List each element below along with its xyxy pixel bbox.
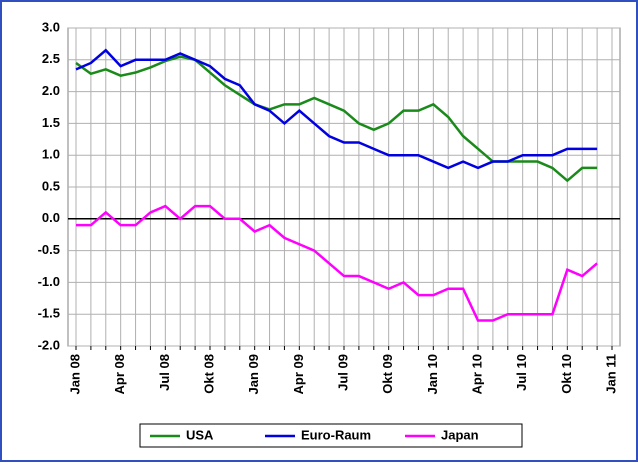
x-tick-label: Jul 10: [514, 354, 529, 391]
x-tick-label: Okt 10: [559, 354, 574, 394]
x-tick-label: Jan 08: [67, 354, 82, 394]
legend-label: Japan: [441, 427, 479, 442]
x-tick-label: Jan 10: [425, 354, 440, 394]
x-tick-label: Jan 11: [603, 354, 618, 394]
y-tick-label: 0.5: [42, 178, 60, 193]
y-tick-label: -0.5: [38, 242, 60, 257]
x-tick-label: Jan 09: [246, 354, 261, 394]
y-tick-label: 1.5: [42, 115, 60, 130]
y-tick-label: 1.0: [42, 147, 60, 162]
x-tick-label: Jul 09: [335, 354, 350, 391]
legend-label: USA: [186, 427, 214, 442]
y-tick-label: 2.5: [42, 51, 60, 66]
legend-label: Euro-Raum: [301, 427, 371, 442]
x-tick-label: Apr 09: [291, 354, 306, 394]
x-tick-label: Okt 08: [201, 354, 216, 394]
y-tick-label: 2.0: [42, 83, 60, 98]
legend-box: [139, 423, 523, 448]
x-tick-label: Apr 10: [469, 354, 484, 394]
series-line: [75, 48, 598, 170]
y-tick-label: 0.0: [42, 210, 60, 225]
x-tick-label: Jul 08: [157, 354, 172, 391]
y-tick-label: -1.0: [38, 274, 60, 289]
x-tick-label: Apr 08: [112, 354, 127, 394]
y-tick-label: -1.5: [38, 306, 60, 321]
x-tick-label: Okt 09: [380, 354, 395, 394]
y-tick-label: -2.0: [38, 337, 60, 352]
series-line: [76, 204, 598, 322]
y-tick-label: 3.0: [42, 19, 60, 34]
